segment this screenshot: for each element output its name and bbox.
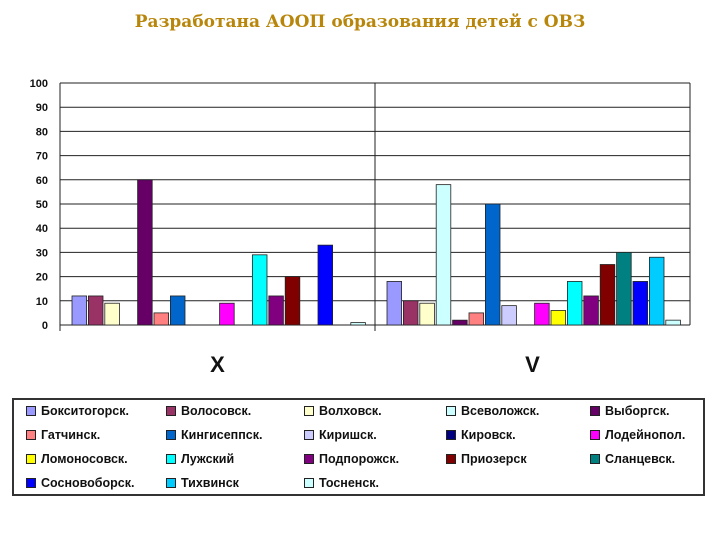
legend-item: Волховск.: [304, 404, 382, 418]
bar: [599, 264, 616, 326]
legend-label: Тихвинск: [181, 476, 239, 490]
bar: [71, 295, 88, 326]
legend-swatch: [26, 478, 36, 488]
legend-item: Подпорожск.: [304, 452, 399, 466]
legend-item: Сланцевск.: [590, 452, 675, 466]
legend-item: Гатчинск.: [26, 428, 100, 442]
legend-label: Подпорожск.: [319, 452, 400, 466]
legend-swatch: [166, 430, 176, 440]
bar: [468, 312, 485, 326]
legend-label: Лодейнопол.: [605, 428, 686, 442]
legend-item: Лодейнопол.: [590, 428, 685, 442]
legend-swatch: [26, 406, 36, 416]
legend-swatch: [590, 430, 600, 440]
bar: [501, 305, 517, 326]
legend-swatch: [446, 406, 456, 416]
legend-label: Киришск.: [319, 428, 377, 442]
legend-label: Всеволожск.: [461, 404, 540, 418]
bar: [284, 276, 301, 326]
y-tick-label: 80: [36, 126, 48, 138]
legend-label: Волосовск.: [181, 404, 252, 418]
legend-item: Приозерск: [446, 452, 527, 466]
legend-item: Кировск.: [446, 428, 516, 442]
bar: [567, 281, 583, 326]
bar: [268, 295, 284, 326]
y-tick-label: 20: [36, 272, 48, 284]
legend-swatch: [166, 478, 176, 488]
legend-label: Гатчинск.: [41, 428, 101, 442]
legend-swatch: [304, 454, 314, 464]
bar: [583, 295, 599, 326]
bar: [484, 203, 501, 326]
legend-label: Волховск.: [319, 404, 382, 418]
bar: [251, 254, 268, 326]
legend-item: Тосненск.: [304, 476, 379, 490]
legend-swatch: [304, 406, 314, 416]
legend-swatch: [590, 454, 600, 464]
y-tick-label: 0: [42, 320, 48, 332]
legend-swatch: [26, 430, 36, 440]
legend-item: Киришск.: [304, 428, 377, 442]
y-tick-label: 90: [36, 102, 48, 114]
bar: [153, 312, 170, 326]
x-category-label: X: [210, 352, 225, 377]
bar: [649, 256, 665, 326]
chart-legend: Бокситогорск. Волосовск. Волховск. Всеволож…: [12, 398, 705, 496]
bar: [317, 244, 334, 326]
legend-item: Ломоносовск.: [26, 452, 128, 466]
legend-item: Волосовск.: [166, 404, 251, 418]
legend-label: Ломоносовск.: [41, 452, 128, 466]
y-tick-label: 40: [36, 223, 48, 235]
legend-swatch: [304, 430, 314, 440]
bar: [616, 251, 632, 326]
legend-item: Тихвинск: [166, 476, 239, 490]
legend-item: Лужский: [166, 452, 234, 466]
bar: [665, 319, 681, 326]
page-title: Разработана АООП образования детей с ОВЗ: [134, 12, 586, 32]
legend-label: Сосновоборск.: [41, 476, 135, 490]
bar: [419, 302, 435, 326]
bar: [219, 302, 235, 326]
legend-item: Выборгск.: [590, 404, 669, 418]
x-category-label: V: [525, 352, 540, 377]
bar: [435, 184, 452, 326]
legend-label: Кировск.: [461, 428, 516, 442]
bar: [550, 310, 567, 326]
y-tick-label: 30: [36, 247, 48, 259]
legend-item: Бокситогорск.: [26, 404, 129, 418]
bar: [534, 302, 550, 326]
legend-label: Лужский: [181, 452, 235, 466]
legend-label: Кингисеппск.: [181, 428, 263, 442]
legend-swatch: [26, 454, 36, 464]
legend-swatch: [590, 406, 600, 416]
bar: [169, 295, 186, 326]
y-tick-label: 50: [36, 199, 48, 211]
legend-label: Сланцевск.: [605, 452, 676, 466]
bar: [632, 281, 649, 326]
bar: [452, 319, 468, 326]
bar: [88, 295, 104, 326]
legend-label: Приозерск: [461, 452, 527, 466]
legend-item: Сосновоборск.: [26, 476, 134, 490]
bar-chart: 0 10 20 30 40 50 60 70 80 90 100 X V: [30, 78, 691, 377]
legend-swatch: [446, 430, 456, 440]
y-tick-label: 100: [30, 78, 48, 90]
bar: [104, 302, 120, 326]
legend-label: Выборгск.: [605, 404, 670, 418]
legend-swatch: [304, 478, 314, 488]
bar: [137, 179, 153, 326]
legend-item: Кингисеппск.: [166, 428, 262, 442]
y-tick-label: 70: [36, 151, 48, 163]
legend-swatch: [166, 454, 176, 464]
bar: [402, 300, 419, 326]
legend-label: Бокситогорск.: [41, 404, 129, 418]
y-tick-label: 60: [36, 175, 48, 187]
legend-item: Всеволожск.: [446, 404, 539, 418]
bar: [386, 281, 403, 326]
legend-swatch: [166, 406, 176, 416]
legend-swatch: [446, 454, 456, 464]
y-tick-label: 10: [36, 296, 48, 308]
bar: [350, 322, 366, 326]
legend-label: Тосненск.: [319, 476, 380, 490]
